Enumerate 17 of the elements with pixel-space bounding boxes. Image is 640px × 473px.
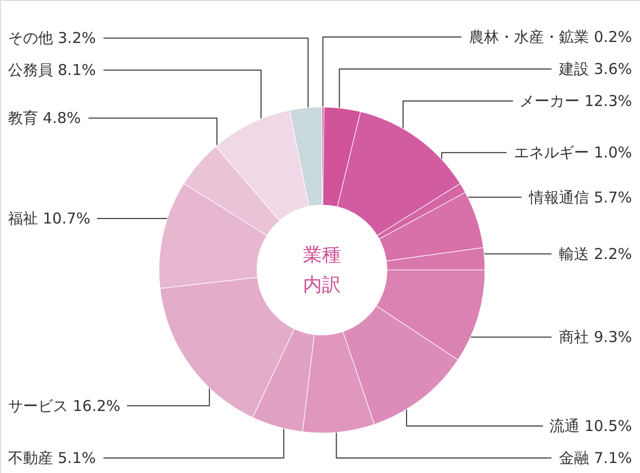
slice-label: 教育 4.8% — [8, 109, 81, 128]
slice-label: 建設 3.6% — [558, 60, 632, 78]
slice-label: 農林・水産・鉱業 0.2% — [469, 28, 632, 46]
slice-label: エネルギー 1.0% — [514, 144, 632, 162]
slice-label: 商社 9.3% — [559, 328, 632, 346]
text: 業種 — [303, 244, 341, 266]
slice-label: サービス 16.2% — [8, 396, 120, 415]
slice-label: 公務員 8.1% — [8, 61, 96, 80]
slice-label: 輸送 2.2% — [559, 244, 632, 263]
text: 内訳 — [303, 274, 341, 296]
slice-label: 福祉 10.7% — [8, 209, 90, 228]
slice-label: メーカー 12.3% — [520, 92, 632, 110]
slice-label: 情報通信 5.7% — [528, 188, 632, 206]
slice-label: 金融 7.1% — [559, 449, 632, 467]
slice-label: 流通 10.5% — [550, 417, 632, 435]
slice-label: その他 3.2% — [8, 29, 96, 48]
slice-label: 不動産 5.1% — [8, 449, 96, 467]
